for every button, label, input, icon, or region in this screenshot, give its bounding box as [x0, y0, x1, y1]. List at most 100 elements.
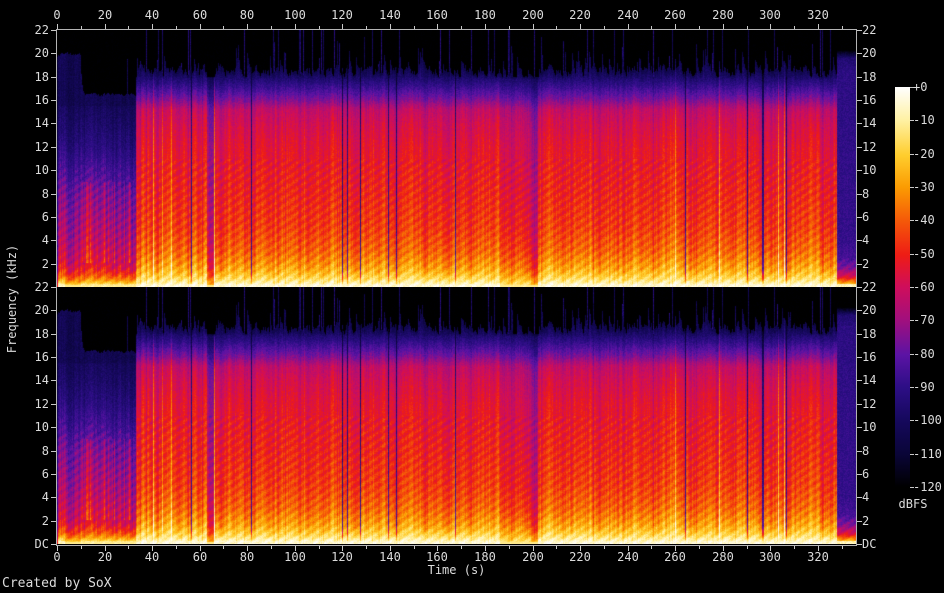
frequency-tick-label: 18 — [862, 70, 877, 84]
frequency-axis-line-left — [56, 29, 57, 545]
time-tick-label: 320 — [807, 8, 829, 22]
time-minor-tick — [509, 26, 510, 29]
frequency-tick — [51, 497, 56, 498]
time-minor-tick — [128, 546, 129, 549]
frequency-tick — [857, 380, 862, 381]
frequency-tick-label: 16 — [34, 93, 49, 107]
frequency-tick-label: 4 — [862, 490, 870, 504]
time-minor-tick — [794, 26, 795, 29]
time-major-tick — [533, 24, 534, 29]
frequency-tick — [51, 357, 56, 358]
colorbar-tick-label: -90 — [913, 380, 935, 394]
time-tick-label: 320 — [807, 550, 829, 564]
colorbar-tick — [910, 354, 914, 355]
frequency-tick-label: 8 — [862, 444, 870, 458]
time-tick-label: 140 — [379, 550, 401, 564]
colorbar-tick — [910, 154, 914, 155]
time-major-tick — [105, 24, 106, 29]
frequency-tick-label: 16 — [34, 350, 49, 364]
frequency-tick — [51, 77, 56, 78]
time-major-tick — [770, 24, 771, 29]
time-tick-label: 0 — [53, 8, 61, 22]
time-minor-tick — [128, 26, 129, 29]
time-tick-label: 200 — [522, 550, 544, 564]
frequency-tick-label: 12 — [34, 397, 49, 411]
frequency-tick — [51, 544, 56, 545]
frequency-tick-label: 10 — [862, 163, 877, 177]
time-major-tick — [200, 546, 201, 551]
time-major-tick — [770, 546, 771, 551]
time-tick-label: 100 — [284, 550, 306, 564]
time-tick-label: 240 — [617, 8, 639, 22]
time-tick-label: 180 — [474, 550, 496, 564]
colorbar-tick — [910, 287, 914, 288]
time-tick-label: 120 — [331, 550, 353, 564]
time-major-tick — [818, 546, 819, 551]
frequency-tick-label: 14 — [34, 373, 49, 387]
colorbar-tick — [910, 187, 914, 188]
time-major-tick — [675, 546, 676, 551]
time-major-tick — [152, 546, 153, 551]
time-minor-tick — [461, 26, 462, 29]
time-major-tick — [105, 546, 106, 551]
time-tick-label: 220 — [569, 550, 591, 564]
time-tick-label: 300 — [759, 550, 781, 564]
frequency-tick-label: 22 — [34, 280, 49, 294]
frequency-tick — [51, 170, 56, 171]
frequency-tick-label: 6 — [41, 210, 49, 224]
frequency-tick — [51, 53, 56, 54]
spectrogram-channel-2 — [57, 287, 856, 544]
time-tick-label: 140 — [379, 8, 401, 22]
time-minor-tick — [747, 26, 748, 29]
frequency-tick-label: 12 — [862, 397, 877, 411]
time-major-tick — [628, 546, 629, 551]
frequency-tick — [857, 474, 862, 475]
time-minor-tick — [604, 26, 605, 29]
colorbar-tick — [910, 120, 914, 121]
time-major-tick — [437, 546, 438, 551]
time-minor-tick — [271, 26, 272, 29]
colorbar-tick-label: -20 — [913, 147, 935, 161]
frequency-tick-label: 4 — [862, 233, 870, 247]
time-minor-tick — [366, 26, 367, 29]
time-tick-label: 220 — [569, 8, 591, 22]
frequency-tick-label: 16 — [862, 350, 877, 364]
frequency-axis-line-right — [856, 29, 857, 545]
colorbar-tick — [910, 487, 914, 488]
time-tick-label: 120 — [331, 8, 353, 22]
frequency-axis-title-text: Frequency (kHz) — [5, 244, 19, 354]
frequency-tick — [857, 30, 862, 31]
time-minor-tick — [651, 546, 652, 549]
time-tick-label: 80 — [239, 8, 255, 22]
time-major-tick — [57, 24, 58, 29]
frequency-tick — [51, 451, 56, 452]
colorbar-tick-label: -50 — [913, 247, 935, 261]
frequency-tick — [857, 334, 862, 335]
time-tick-label: 20 — [97, 8, 113, 22]
colorbar-tick — [910, 220, 914, 221]
time-major-tick — [485, 24, 486, 29]
frequency-tick-label: 18 — [862, 327, 877, 341]
time-minor-tick — [461, 546, 462, 549]
frequency-tick — [857, 240, 862, 241]
colorbar-tick-label: -100 — [913, 413, 942, 427]
time-major-tick — [200, 24, 201, 29]
time-major-tick — [485, 546, 486, 551]
time-minor-tick — [556, 546, 557, 549]
time-minor-tick — [699, 546, 700, 549]
time-minor-tick — [319, 26, 320, 29]
colorbar-tick-label: -120 — [913, 480, 942, 494]
time-tick-label: 0 — [53, 550, 61, 564]
colorbar-tick-label: -10 — [913, 113, 935, 127]
dbfs-colorbar — [895, 87, 910, 487]
time-axis-line-top — [56, 29, 857, 30]
frequency-tick-label: 10 — [34, 163, 49, 177]
time-tick-label: 40 — [144, 550, 160, 564]
time-tick-label: 40 — [144, 8, 160, 22]
frequency-tick — [51, 240, 56, 241]
time-tick-label: 20 — [97, 550, 113, 564]
dc-tick-label: DC — [862, 537, 877, 551]
frequency-tick — [51, 380, 56, 381]
colorbar-tick-label: -70 — [913, 313, 935, 327]
frequency-tick — [857, 264, 862, 265]
